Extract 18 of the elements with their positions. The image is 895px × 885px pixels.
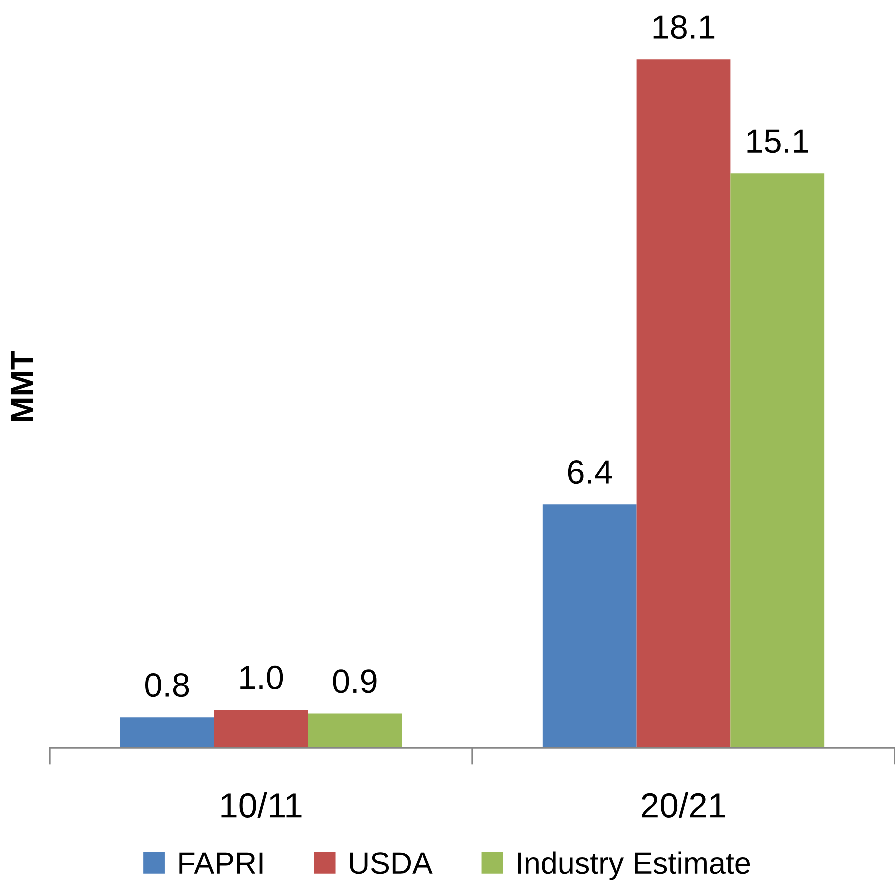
- data-label: 15.1: [748, 130, 808, 154]
- data-label: 0.9: [333, 670, 377, 694]
- bar: [308, 714, 402, 748]
- bar: [120, 718, 214, 748]
- legend-label: FAPRI: [180, 852, 263, 874]
- data-label: 6.4: [568, 460, 612, 484]
- bar: [636, 60, 731, 748]
- y-axis-title: MMT: [11, 350, 34, 422]
- legend-label: USDA: [350, 852, 433, 874]
- data-label: 18.1: [654, 15, 715, 40]
- bar: [730, 174, 825, 748]
- bar: [214, 710, 308, 748]
- data-label: 0.8: [145, 673, 190, 698]
- data-label: 1.0: [240, 666, 284, 690]
- x-tick-label: 20/21: [642, 792, 726, 818]
- bar: [542, 504, 637, 748]
- x-tick-label: 10/11: [222, 792, 302, 818]
- legend-label: Industry Estimate: [518, 852, 750, 880]
